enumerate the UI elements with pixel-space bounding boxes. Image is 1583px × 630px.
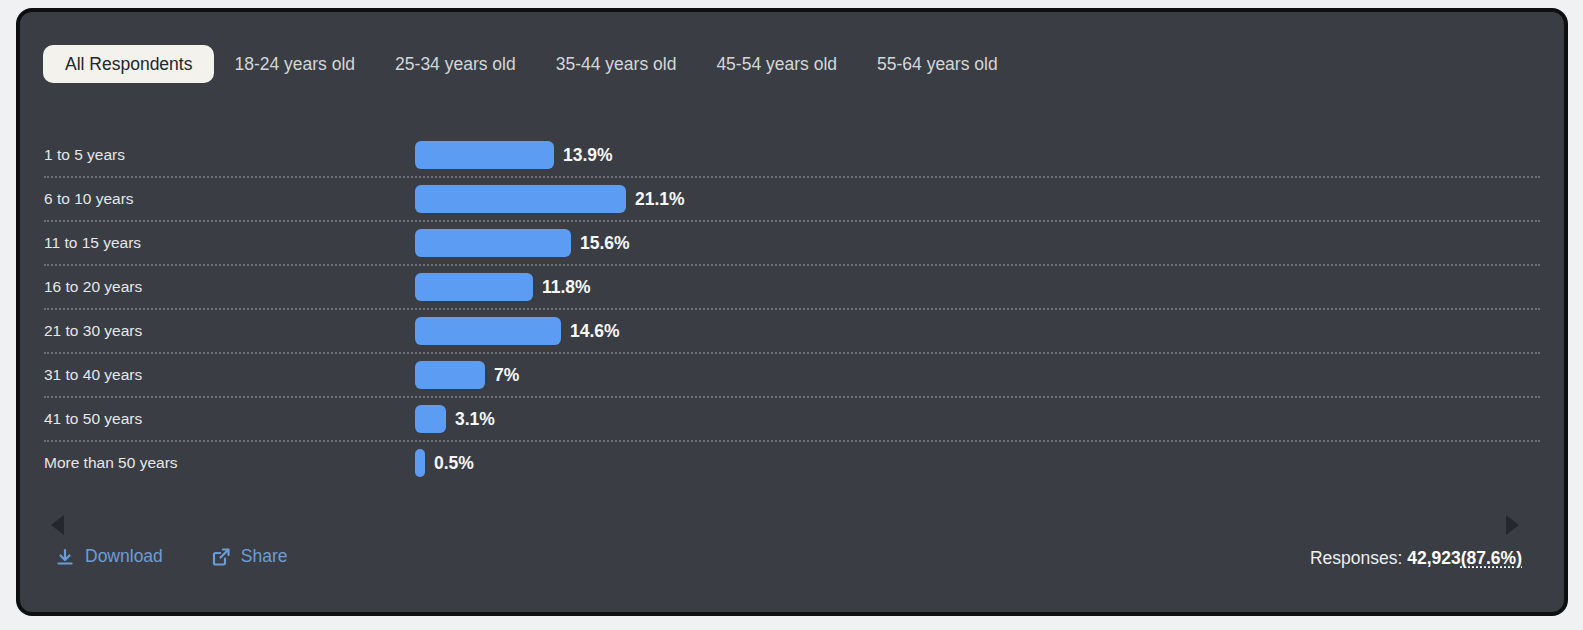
share-button[interactable]: Share <box>211 546 288 567</box>
tab-45-54-years-old[interactable]: 45-54 years old <box>696 45 857 83</box>
tab-35-44-years-old[interactable]: 35-44 years old <box>536 45 697 83</box>
carousel-prev-icon[interactable] <box>51 515 64 535</box>
value-label: 14.6% <box>570 321 620 342</box>
tab-25-34-years-old[interactable]: 25-34 years old <box>375 45 536 83</box>
chart-row: More than 50 years 0.5% <box>44 442 1540 484</box>
value-label: 0.5% <box>434 453 474 474</box>
bar-area: 14.6% <box>415 317 1540 345</box>
value-label: 21.1% <box>635 189 685 210</box>
chart-row: 11 to 15 years 15.6% <box>44 222 1540 266</box>
bar[interactable] <box>415 317 561 345</box>
category-label: 11 to 15 years <box>44 234 415 252</box>
age-tabs: All Respondents18-24 years old25-34 year… <box>43 45 1018 83</box>
bar-area: 7% <box>415 361 1540 389</box>
tab-55-64-years-old[interactable]: 55-64 years old <box>857 45 1018 83</box>
footer-links: Download Share <box>55 546 288 567</box>
survey-chart-card: All Respondents18-24 years old25-34 year… <box>16 8 1568 616</box>
bar-area: 13.9% <box>415 141 1540 169</box>
download-label: Download <box>85 546 163 567</box>
bar[interactable] <box>415 405 446 433</box>
tab-all-respondents[interactable]: All Respondents <box>43 45 214 83</box>
chart-row: 41 to 50 years 3.1% <box>44 398 1540 442</box>
download-icon <box>55 547 75 567</box>
chart-row: 16 to 20 years 11.8% <box>44 266 1540 310</box>
bar-area: 3.1% <box>415 405 1540 433</box>
category-label: More than 50 years <box>44 454 415 472</box>
bar[interactable] <box>415 361 485 389</box>
bar[interactable] <box>415 273 533 301</box>
download-button[interactable]: Download <box>55 546 163 567</box>
category-label: 6 to 10 years <box>44 190 415 208</box>
chart-row: 6 to 10 years 21.1% <box>44 178 1540 222</box>
responses-count: 42,923 <box>1407 548 1461 568</box>
bar-area: 11.8% <box>415 273 1540 301</box>
bar-area: 15.6% <box>415 229 1540 257</box>
bar-chart: 1 to 5 years 13.9% 6 to 10 years 21.1% 11 to… <box>20 134 1564 484</box>
chart-row: 21 to 30 years 14.6% <box>44 310 1540 354</box>
value-label: 7% <box>494 365 519 386</box>
share-label: Share <box>241 546 288 567</box>
chart-row: 31 to 40 years 7% <box>44 354 1540 398</box>
share-icon <box>211 547 231 567</box>
bar[interactable] <box>415 449 425 477</box>
category-label: 31 to 40 years <box>44 366 415 384</box>
value-label: 11.8% <box>542 277 591 298</box>
responses-summary: Responses: 42,923(87.6%) <box>1310 548 1522 569</box>
bar-area: 0.5% <box>415 449 1540 477</box>
value-label: 3.1% <box>455 409 495 430</box>
value-label: 13.9% <box>563 145 613 166</box>
value-label: 15.6% <box>580 233 630 254</box>
tab-18-24-years-old[interactable]: 18-24 years old <box>214 45 375 83</box>
bar[interactable] <box>415 229 571 257</box>
bar[interactable] <box>415 141 554 169</box>
responses-percent[interactable]: (87.6%) <box>1461 548 1522 568</box>
chart-row: 1 to 5 years 13.9% <box>44 134 1540 178</box>
carousel-next-icon[interactable] <box>1506 515 1519 535</box>
bar[interactable] <box>415 185 626 213</box>
category-label: 41 to 50 years <box>44 410 415 428</box>
bar-area: 21.1% <box>415 185 1540 213</box>
category-label: 16 to 20 years <box>44 278 415 296</box>
category-label: 21 to 30 years <box>44 322 415 340</box>
category-label: 1 to 5 years <box>44 146 415 164</box>
responses-prefix: Responses: <box>1310 548 1407 568</box>
